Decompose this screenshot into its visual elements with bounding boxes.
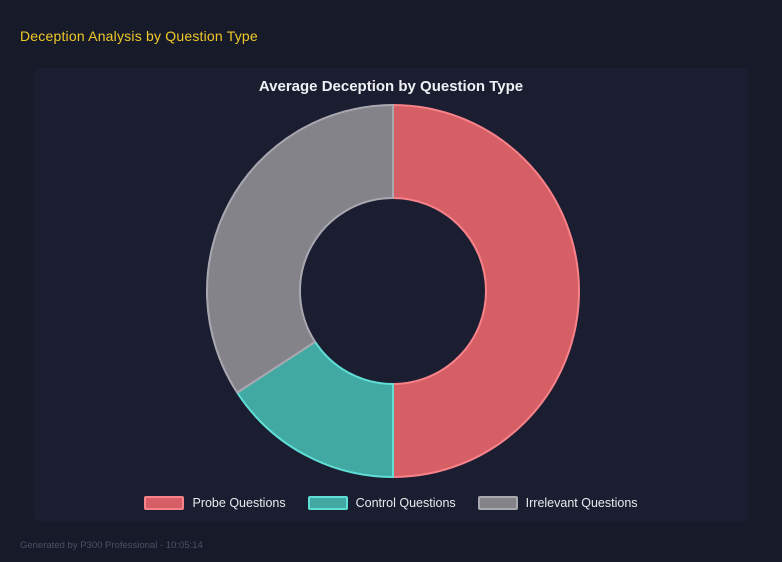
legend-label-control-questions: Control Questions — [355, 496, 456, 510]
donut-segment-control-questions[interactable] — [236, 340, 394, 478]
chart-title: Average Deception by Question Type — [258, 78, 524, 95]
legend-swatch-probe-questions — [144, 496, 185, 510]
donut-segment-probe-questions[interactable] — [392, 104, 580, 478]
donut-segment-irrelevant-questions[interactable] — [206, 104, 394, 394]
chart-panel: Average Deception by Question Type Probe… — [34, 68, 748, 521]
legend-item-irrelevant-questions[interactable]: Irrelevant Questions — [477, 496, 638, 510]
legend-swatch-irrelevant-questions — [477, 496, 518, 510]
legend-label-probe-questions: Probe Questions — [192, 496, 286, 510]
chart-legend: Probe Questions Control Questions Irrele… — [34, 496, 748, 510]
legend-label-irrelevant-questions: Irrelevant Questions — [525, 496, 638, 510]
footer-text: Generated by P300 Professional - 10:05:1… — [20, 540, 203, 551]
donut-chart[interactable] — [203, 101, 583, 481]
legend-swatch-control-questions — [307, 496, 348, 510]
legend-item-probe-questions[interactable]: Probe Questions — [144, 496, 286, 510]
report-title: Deception Analysis by Question Type — [20, 28, 258, 44]
legend-item-control-questions[interactable]: Control Questions — [307, 496, 456, 510]
